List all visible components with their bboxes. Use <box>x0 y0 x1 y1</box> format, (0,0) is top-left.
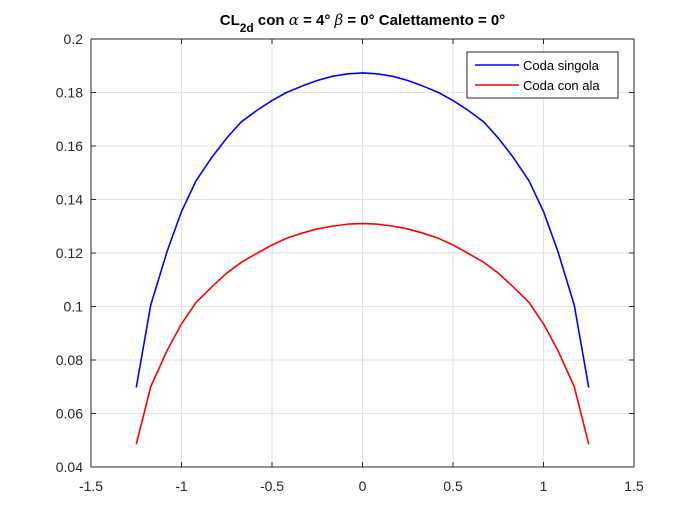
x-tick-label: 1.5 <box>624 478 644 494</box>
title-main: CL <box>220 12 240 29</box>
y-tick-label: 0.08 <box>56 352 83 368</box>
title-middle: con <box>254 12 289 29</box>
legend-label-2: Coda con ala <box>523 78 600 93</box>
legend: Coda singola Coda con ala <box>466 51 619 99</box>
series-layer <box>135 72 590 445</box>
title-after-alpha: = 4° <box>299 12 335 29</box>
title-after-beta: = 0° Calettamento = 0° <box>343 12 505 29</box>
series-line-2 <box>135 222 590 445</box>
y-tick-label: 0.06 <box>56 406 83 422</box>
chart-title: CL2d con α = 4° β = 0° Calettamento = 0° <box>220 11 506 35</box>
x-tick-label: -1.5 <box>79 478 103 494</box>
x-tick-label: 0.5 <box>443 478 463 494</box>
legend-box <box>466 51 619 99</box>
legend-label-1: Coda singola <box>523 58 600 73</box>
title-subscript: 2d <box>240 21 254 35</box>
title-beta: β <box>334 11 344 29</box>
title-alpha: α <box>289 11 299 29</box>
y-tick-label: 0.14 <box>56 192 83 208</box>
x-tick-label: 0 <box>359 478 367 494</box>
x-tick-label: -1 <box>175 478 188 494</box>
x-tick-label: -0.5 <box>260 478 284 494</box>
y-tick-label: 0.18 <box>56 85 83 101</box>
series-line-1 <box>135 72 590 388</box>
y-tick-label: 0.04 <box>56 459 83 475</box>
ticks: -1.5 -1 -0.5 0 0.5 1 1.5 0.04 0.06 0.08 0.1 0.12 0.1… <box>56 31 644 494</box>
y-tick-label: 0.1 <box>64 299 84 315</box>
y-tick-label: 0.2 <box>64 31 84 47</box>
y-tick-label: 0.12 <box>56 245 83 261</box>
x-tick-label: 1 <box>540 478 548 494</box>
y-tick-label: 0.16 <box>56 138 83 154</box>
